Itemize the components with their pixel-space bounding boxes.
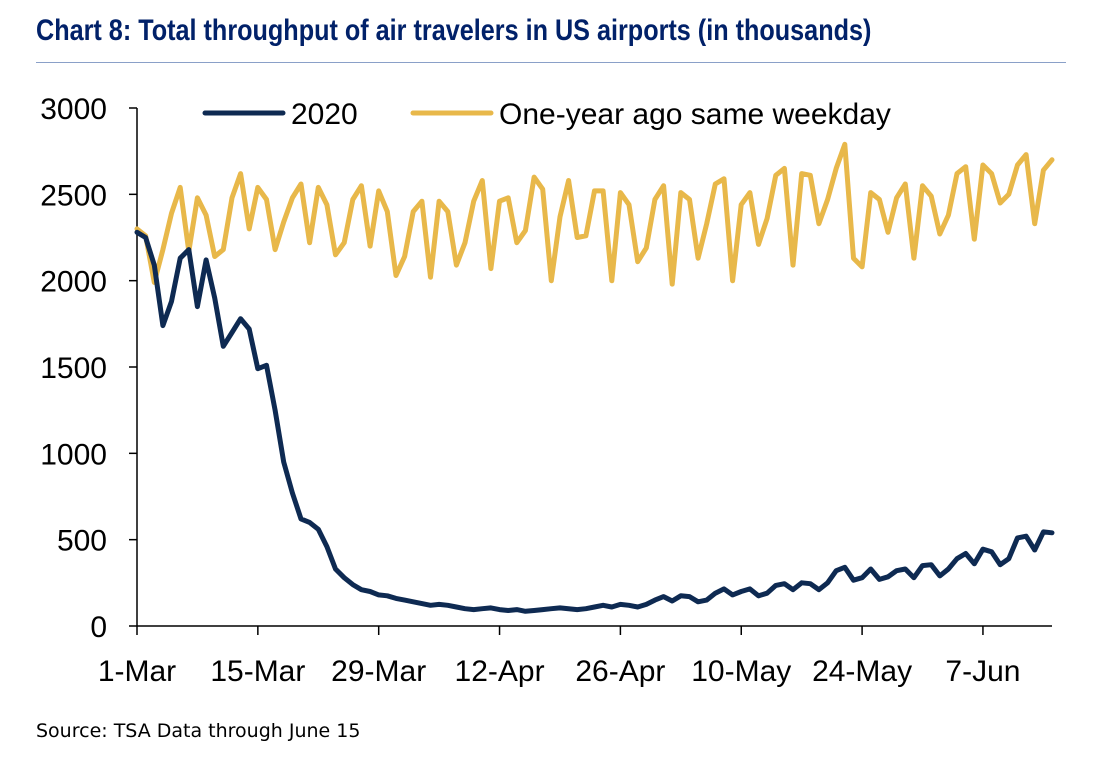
x-tick-label: 24-May <box>812 655 912 688</box>
y-tick-label: 0 <box>90 611 107 644</box>
x-tick-label: 7-Jun <box>945 655 1020 688</box>
y-tick-label: 500 <box>57 525 107 558</box>
y-tick-label: 2500 <box>40 179 107 212</box>
x-tick-label: 12-Apr <box>455 655 545 688</box>
legend-label-2020: 2020 <box>291 98 358 131</box>
series-line-one-year-ago <box>134 141 1055 287</box>
x-axis: 1-Mar 15-Mar 29-Mar 12-Apr 26-Apr 10-May 24-Ma… <box>98 625 1052 688</box>
y-tick-label: 3000 <box>40 93 107 126</box>
x-tick-label: 10-May <box>691 655 791 688</box>
series-line-2020 <box>134 229 1055 614</box>
x-tick-label: 1-Mar <box>98 655 176 688</box>
legend: 2020 One-year ago same weekday <box>202 98 891 131</box>
x-tick-label: 29-Mar <box>331 655 426 688</box>
chart-title: Chart 8: Total throughput of air travele… <box>36 14 872 47</box>
title-divider <box>36 62 1066 63</box>
y-tick-label: 1500 <box>40 352 107 385</box>
legend-label-one-year-ago: One-year ago same weekday <box>499 98 891 131</box>
y-tick-label: 1000 <box>40 438 107 471</box>
source-note: Source: TSA Data through June 15 <box>36 720 361 742</box>
y-tick-label: 2000 <box>40 266 107 299</box>
series-layer <box>134 141 1055 614</box>
y-axis: 0 500 1000 1500 2000 2500 3000 <box>40 93 138 644</box>
x-tick-label: 26-Apr <box>575 655 665 688</box>
x-tick-label: 15-Mar <box>210 655 305 688</box>
